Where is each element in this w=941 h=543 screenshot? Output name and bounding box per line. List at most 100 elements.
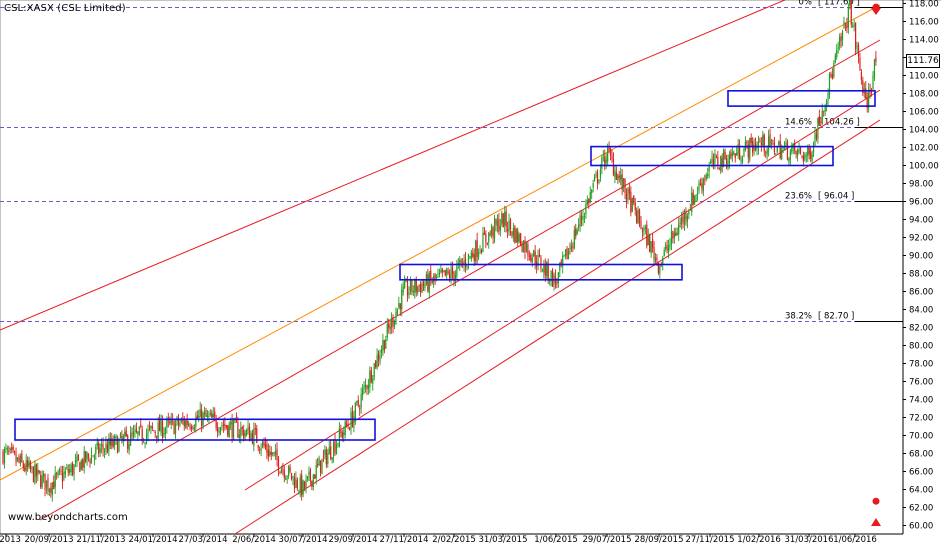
candle: [815, 128, 818, 142]
candle-body: [770, 139, 773, 145]
candle: [636, 207, 638, 224]
candle-body: [488, 232, 490, 243]
candle: [517, 227, 519, 248]
candle: [875, 50, 877, 66]
y-tick-label: 70.00: [909, 432, 933, 442]
candle: [372, 374, 374, 391]
candle: [208, 410, 210, 424]
candle-body: [195, 417, 197, 427]
candle: [311, 480, 313, 491]
y-tick-label: 62.00: [909, 504, 933, 514]
candle-body: [612, 159, 615, 175]
y-tick-label: 64.00: [909, 486, 933, 496]
candle-body: [163, 433, 165, 436]
candle-body: [450, 268, 452, 281]
candle: [364, 378, 367, 393]
candle-body: [865, 88, 867, 99]
candle-body: [196, 415, 198, 420]
candle-body: [2, 451, 4, 464]
candle: [211, 409, 213, 419]
candle-body: [611, 155, 613, 160]
candle-body: [517, 230, 519, 243]
candle-body: [824, 105, 826, 112]
candle-body: [836, 49, 838, 58]
candle: [572, 242, 574, 253]
candle: [712, 153, 715, 170]
candle: [395, 307, 397, 325]
candle-body: [489, 233, 491, 235]
candle: [43, 470, 45, 484]
candle-body: [90, 454, 93, 464]
candle-body: [130, 432, 132, 446]
candle: [763, 133, 765, 157]
candle-body: [875, 57, 877, 62]
candle: [527, 241, 529, 261]
candle-body: [437, 273, 439, 274]
candle-body: [810, 151, 812, 159]
candle-body: [512, 228, 514, 237]
candle-body: [608, 147, 610, 150]
candle: [50, 482, 52, 498]
candle-body: [86, 452, 88, 460]
candle-body: [15, 454, 17, 463]
candle: [11, 442, 13, 454]
candle-body: [447, 271, 449, 273]
candle: [212, 406, 214, 420]
candle-body: [438, 272, 441, 275]
candle: [566, 246, 568, 260]
candle: [805, 152, 807, 163]
candle-body: [290, 472, 293, 480]
candle: [818, 109, 820, 126]
candle: [446, 267, 448, 280]
candle: [649, 233, 651, 253]
candle-body: [270, 451, 272, 455]
candle-body: [559, 263, 561, 271]
candle-body: [82, 459, 84, 468]
channel-line: [0, 0, 787, 331]
candle: [151, 422, 153, 432]
candle: [807, 144, 809, 162]
candle: [228, 421, 230, 439]
candle-body: [604, 156, 606, 166]
candle-body: [828, 73, 831, 95]
candle: [843, 16, 845, 29]
candle: [570, 239, 572, 253]
candle: [327, 448, 329, 468]
candle-body: [418, 285, 420, 287]
candle-body: [779, 141, 781, 159]
candle: [18, 454, 20, 464]
candle: [588, 198, 590, 209]
candle-body: [695, 195, 697, 196]
candle: [724, 148, 726, 160]
candle-body: [678, 224, 680, 235]
candle-body: [857, 44, 860, 57]
candle-body: [35, 464, 37, 477]
candle-body: [151, 426, 153, 429]
candle-body: [482, 233, 484, 253]
candle: [2, 449, 4, 465]
candle-body: [108, 438, 110, 451]
candle: [795, 150, 797, 159]
candle-body: [540, 257, 542, 269]
candle: [868, 83, 870, 113]
candle: [417, 285, 419, 296]
candle: [625, 188, 628, 209]
candle: [565, 249, 567, 260]
candle: [330, 439, 332, 461]
candle: [40, 470, 42, 489]
candle: [314, 473, 316, 479]
y-tick-label: 108.00: [909, 90, 939, 100]
candle-body: [466, 265, 468, 269]
candle: [404, 275, 406, 289]
candle: [308, 466, 310, 482]
candle: [375, 360, 377, 369]
candle-body: [720, 155, 722, 172]
candle-body: [476, 239, 478, 257]
candle: [328, 441, 330, 455]
candle: [428, 270, 430, 299]
candle: [546, 260, 548, 280]
candle-body: [541, 270, 543, 272]
candle: [438, 268, 441, 278]
candle: [135, 422, 137, 434]
candle-body: [257, 445, 259, 448]
